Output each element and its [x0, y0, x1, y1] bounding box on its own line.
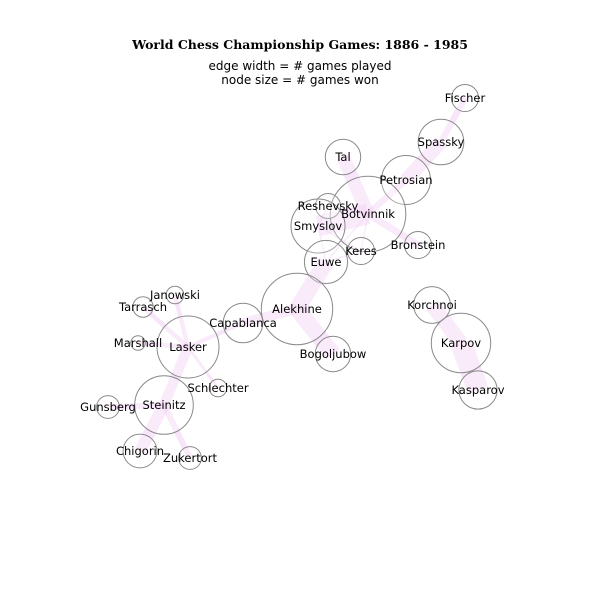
edge-alekhine-bogoljubow — [290, 303, 340, 360]
node-reshevsky — [315, 193, 341, 219]
node-capablanca — [222, 302, 264, 344]
diagram-title: World Chess Championship Games: 1886 - 1… — [132, 37, 468, 52]
edge-petrosian-botvinnik — [365, 177, 409, 217]
label-layer: Fischer Spassky Tal Petrosian BotvinnikReshe… — [80, 91, 505, 465]
node-label-smyslov: Smyslov — [294, 219, 343, 233]
edge-lasker-marshall — [137, 340, 189, 350]
edge-alekhine-capablanca — [241, 304, 299, 328]
node-petrosian — [381, 155, 431, 205]
edge-capablanca-lasker — [187, 321, 244, 349]
node-label-spassky: Spassky — [418, 135, 465, 149]
subtitle-edge-width: edge width = # games played — [208, 59, 392, 73]
node-chigorin — [122, 433, 158, 469]
node-lasker — [156, 315, 220, 379]
edge-steinitz-gunsberg — [107, 402, 165, 410]
node-label-zukertort: Zukertort — [163, 451, 217, 465]
node-label-janowski: Janowski — [149, 288, 200, 302]
node-janowski — [165, 285, 185, 305]
edge-euwe-alekhine — [289, 257, 334, 314]
node-label-marshall: Marshall — [114, 336, 162, 350]
node-label-chigorin: Chigorin — [116, 444, 164, 458]
node-zukertort — [178, 446, 202, 470]
node-label-petrosian: Petrosian — [379, 173, 432, 187]
node-label-tal: Tal — [334, 150, 350, 164]
node-keres — [347, 237, 375, 265]
edge-keres-euwe — [325, 250, 362, 263]
node-spassky — [417, 118, 465, 166]
edge-smyslov-reshevsky — [317, 205, 329, 227]
node-label-lasker: Lasker — [169, 340, 207, 354]
node-label-steinitz: Steinitz — [142, 398, 185, 412]
edge-botvinnik-keres — [360, 213, 369, 252]
node-schlechter — [208, 378, 228, 398]
edge-tal-botvinnik — [336, 154, 375, 217]
edge-botvinnik-reshevsky — [327, 205, 369, 215]
edge-fischer-spassky — [438, 96, 468, 144]
node-label-bronstein: Bronstein — [391, 238, 446, 252]
node-steinitz — [134, 375, 194, 435]
node-label-capablanca: Capablanca — [209, 316, 277, 330]
node-gunsberg — [96, 395, 120, 419]
node-label-gunsberg: Gunsberg — [80, 400, 136, 414]
node-smyslov — [290, 198, 346, 254]
node-label-tarrasch: Tarrasch — [118, 300, 167, 314]
node-kasparov — [458, 370, 498, 410]
node-euwe — [303, 239, 349, 285]
node-label-schlechter: Schlechter — [187, 381, 248, 395]
edge-spassky-petrosian — [400, 137, 447, 185]
edge-botvinnik-bronstein — [366, 210, 420, 249]
node-layer — [96, 84, 498, 470]
subtitle-node-size: node size = # games won — [221, 73, 379, 87]
edge-botvinnik-smyslov — [315, 203, 371, 237]
edge-smyslov-euwe — [317, 225, 327, 263]
node-botvinnik — [329, 175, 407, 253]
node-label-alekhine: Alekhine — [272, 302, 322, 316]
edge-botvinnik-euwe — [325, 213, 369, 263]
node-tal — [324, 138, 362, 176]
node-label-karpov: Karpov — [441, 336, 481, 350]
node-label-euwe: Euwe — [310, 255, 341, 269]
node-bogoljubow — [314, 335, 352, 373]
edge-karpov-kasparov — [450, 339, 489, 394]
node-fischer — [451, 84, 479, 112]
node-label-kasparov: Kasparov — [451, 383, 504, 397]
node-label-reshevsky: Reshevsky — [298, 199, 359, 213]
node-marshall — [130, 335, 146, 351]
node-label-bogoljubow: Bogoljubow — [300, 347, 367, 361]
edge-steinitz-chigorin — [134, 402, 170, 454]
node-korchnoi — [413, 286, 451, 324]
node-bronstein — [404, 231, 432, 259]
node-label-korchnoi: Korchnoi — [407, 298, 457, 312]
node-alekhine — [260, 272, 334, 346]
node-label-fischer: Fischer — [445, 91, 486, 105]
node-karpov — [430, 312, 492, 374]
node-label-botvinnik: Botvinnik — [341, 207, 395, 221]
node-label-keres: Keres — [345, 244, 377, 258]
node-tarrasch — [132, 296, 154, 318]
edge-korchnoi-karpov — [426, 300, 467, 348]
